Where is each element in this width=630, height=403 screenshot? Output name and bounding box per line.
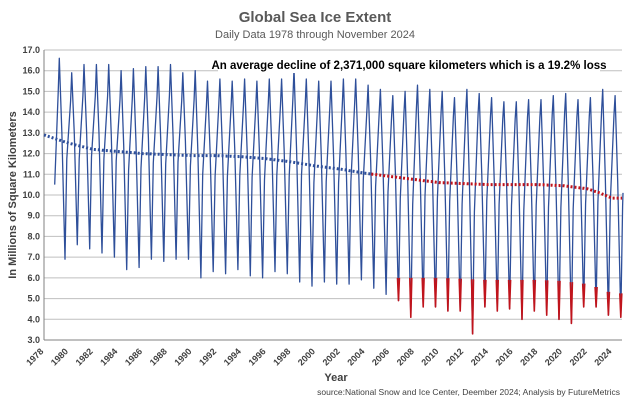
x-tick-label: 2020 [543, 346, 564, 367]
x-tick-label: 1996 [246, 346, 267, 367]
x-tick-label: 2012 [444, 346, 465, 367]
below-trend-segment [507, 279, 512, 310]
below-trend-segment [581, 283, 586, 308]
x-tick-label: 2016 [493, 346, 514, 367]
trend-line-early [43, 133, 372, 176]
x-tick-label: 2000 [296, 346, 317, 367]
below-trend-segment [421, 277, 425, 308]
y-tick-label: 16.0 [22, 66, 40, 76]
plot-area [43, 57, 624, 335]
below-trend-segment [409, 277, 413, 318]
y-tick-label: 13.0 [22, 128, 40, 138]
y-tick-label: 10.0 [22, 190, 40, 200]
below-trend-segment [495, 279, 499, 312]
y-tick-label: 11.0 [23, 169, 40, 179]
daily-extent-series [54, 57, 624, 335]
x-tick-label: 1984 [98, 346, 119, 367]
below-trend-segment [619, 293, 623, 318]
below-trend-segment [594, 286, 598, 308]
x-tick-label: 2022 [568, 346, 589, 367]
x-tick-label: 2008 [395, 346, 416, 367]
x-tick-label: 1990 [172, 346, 193, 367]
x-tick-label: 1982 [74, 346, 95, 367]
y-tick-label: 17.0 [22, 45, 40, 55]
y-tick-label: 9.0 [27, 211, 40, 221]
below-trend-segment [557, 280, 561, 321]
source-note: source:National Snow and Ice Center, Dee… [317, 387, 620, 397]
x-tick-label: 2024 [592, 346, 613, 367]
below-trend-segment [446, 278, 450, 312]
x-tick-label: 2018 [518, 346, 539, 367]
y-tick-label: 8.0 [27, 231, 40, 241]
x-tick-label: 2010 [419, 346, 440, 367]
below-trend-segment [458, 278, 462, 312]
below-trend-segment [606, 291, 611, 316]
y-tick-label: 5.0 [27, 294, 40, 304]
y-tick-label: 7.0 [27, 252, 40, 262]
y-tick-label: 4.0 [27, 314, 40, 324]
y-tick-label: 3.0 [27, 335, 40, 345]
x-tick-label: 1986 [123, 346, 144, 367]
y-tick-label: 6.0 [27, 273, 40, 283]
y-axis-ticks: 3.0 4.0 5.0 6.0 7.0 8.0 9.0 10.0 11.0 12.0 13.0 14.… [22, 45, 40, 345]
below-trend-segment [396, 277, 401, 302]
y-axis-title: In Millions of Square Kilometers [7, 111, 19, 278]
x-tick-label: 2014 [469, 346, 490, 367]
below-trend-segment [483, 279, 487, 308]
chart-title: Global Sea Ice Extent [239, 9, 392, 26]
trend-line-late [371, 172, 622, 200]
below-trend-segment [520, 279, 524, 321]
x-tick-label: 1994 [222, 346, 243, 367]
x-tick-label: 1992 [197, 346, 218, 367]
x-tick-label: 1980 [49, 346, 70, 367]
x-tick-label: 2006 [370, 346, 391, 367]
y-tick-label: 14.0 [22, 107, 40, 117]
x-tick-label: 2002 [321, 346, 342, 367]
below-trend-segment [544, 280, 549, 316]
annotation-box [218, 56, 600, 73]
x-axis-title: Year [324, 372, 348, 384]
y-tick-label: 12.0 [22, 149, 40, 159]
x-tick-label: 1978 [24, 346, 45, 367]
chart-annotation: An average decline of 2,371,000 square k… [211, 60, 606, 72]
below-trend-segment [433, 277, 438, 308]
x-axis-ticks: 1978 1980 1982 1984 1986 1988 1990 1992 1994 1996… [24, 346, 613, 367]
x-tick-label: 2004 [345, 346, 366, 367]
x-tick-label: 1988 [148, 346, 169, 367]
below-trend-segment [532, 279, 537, 312]
x-tick-label: 1998 [271, 346, 292, 367]
below-trend-segment [569, 282, 574, 325]
chart-subtitle: Daily Data 1978 through November 2024 [215, 29, 415, 41]
below-trend-segment [470, 279, 475, 335]
y-tick-label: 15.0 [22, 86, 40, 96]
